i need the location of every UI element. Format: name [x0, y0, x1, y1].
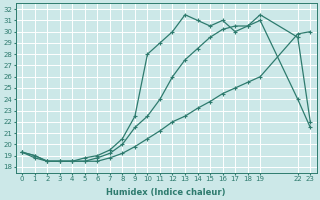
X-axis label: Humidex (Indice chaleur): Humidex (Indice chaleur) [107, 188, 226, 197]
